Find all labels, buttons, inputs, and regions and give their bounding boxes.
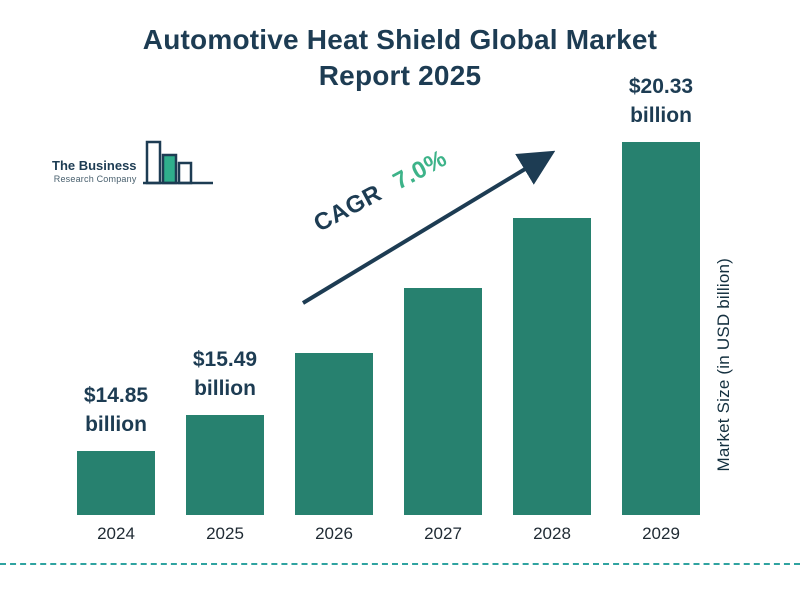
bar-group-2026: 2026 bbox=[295, 0, 373, 543]
bar-group-2027: 2027 bbox=[404, 0, 482, 543]
bar-2024 bbox=[77, 451, 155, 515]
x-tick-label-2029: 2029 bbox=[642, 524, 680, 543]
bar-2027 bbox=[404, 288, 482, 515]
bar-2029 bbox=[622, 142, 700, 515]
bar-2025 bbox=[186, 414, 264, 515]
x-tick-label-2027: 2027 bbox=[424, 524, 462, 543]
company-logo-text: The Business Research Company bbox=[52, 157, 137, 192]
bar-group-2025: 2025 $15.49 billion bbox=[186, 0, 264, 543]
bar-2026 bbox=[295, 353, 373, 515]
value-label-2029: $20.33 billion bbox=[628, 75, 694, 127]
x-tick-label-2028: 2028 bbox=[533, 524, 571, 543]
bar-chart: 2024 $14.85 billion 2025 $15.49 billion 2026 20… bbox=[77, 0, 700, 543]
chart-title-line1: Automotive Heat Shield Global Market bbox=[142, 24, 658, 55]
bar-chart-logo-icon bbox=[142, 140, 213, 185]
logo-name: The Business bbox=[52, 157, 137, 173]
x-tick-label-2026: 2026 bbox=[315, 524, 353, 543]
bottom-dashed-divider bbox=[0, 563, 800, 565]
chart-title-line2: Report 2025 bbox=[318, 59, 482, 91]
bar-group-2024: 2024 $14.85 billion bbox=[77, 0, 155, 543]
company-logo: The Business Research Company bbox=[52, 136, 215, 192]
chart-title: Automotive Heat Shield Global Market Rep… bbox=[0, 22, 800, 94]
x-tick-label-2024: 2024 bbox=[97, 524, 135, 543]
value-label-2024: $14.85 billion bbox=[83, 384, 149, 436]
logo-subname: Research Company bbox=[53, 173, 137, 184]
x-tick-label-2025: 2025 bbox=[206, 524, 244, 543]
bar-2028 bbox=[513, 218, 591, 515]
bar-group-2029: 2029 $20.33 billion bbox=[622, 0, 700, 543]
y-axis-label: Market Size (in USD billion) bbox=[714, 258, 733, 472]
value-label-2025: $15.49 billion bbox=[192, 348, 258, 400]
